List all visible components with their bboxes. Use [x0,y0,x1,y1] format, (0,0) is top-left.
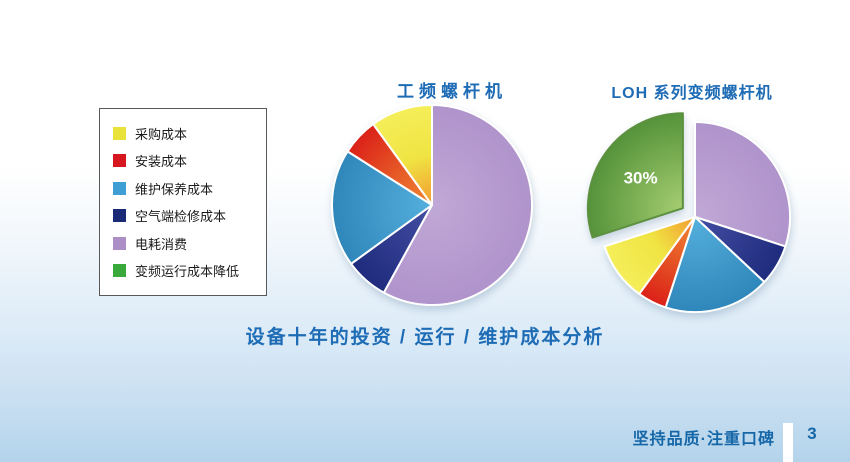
legend-item: 空气端检修成本 [113,206,262,225]
legend-box: 采购成本安装成本维护保养成本 空气端检修成本 电耗消费变频运行成本降低 [99,108,267,296]
pie-slice [664,216,766,314]
legend-label: 变频运行成本降低 [135,264,240,280]
caption: 设备十年的投资 / 运行 / 维护成本分析 [245,327,605,348]
legend-label: 安装成本 [135,154,188,170]
chart-title-left: 工频螺杆机 [397,82,507,101]
legend-item: 变频运行成本降低 [113,261,262,280]
legend-swatch [113,236,126,250]
footer-divider-bar [783,423,793,462]
legend-swatch [113,154,126,168]
pie-chart-right: 30% [586,112,792,314]
pie-slice [586,112,684,239]
legend-swatch [113,264,126,278]
legend-label: 空气端检修成本 [135,209,227,225]
legend-item: 维护保养成本 [113,179,262,198]
pie-slice [331,150,433,265]
legend-label: 维护保养成本 [135,181,214,197]
pie-slice [603,216,696,295]
pie-slice [372,104,433,206]
legend-swatch [113,209,126,223]
page-number: 3 [807,424,817,443]
footer-slogan: 坚持品质·注重口碑 [632,431,775,448]
pie-chart-left [331,104,534,306]
legend-label: 采购成本 [135,126,188,142]
legend-swatch [113,181,126,195]
pie-slice [694,121,792,248]
chart-title-right: LOH 系列变频螺杆机 [611,85,773,102]
pie-slice [382,104,534,306]
legend-label: 电耗消费 [135,236,188,252]
legend-item: 电耗消费 [113,234,262,253]
legend-item: 采购成本 [113,124,262,143]
legend-item: 安装成本 [113,151,262,170]
legend-swatch [113,126,126,140]
pie-data-label: 30% [624,169,658,188]
